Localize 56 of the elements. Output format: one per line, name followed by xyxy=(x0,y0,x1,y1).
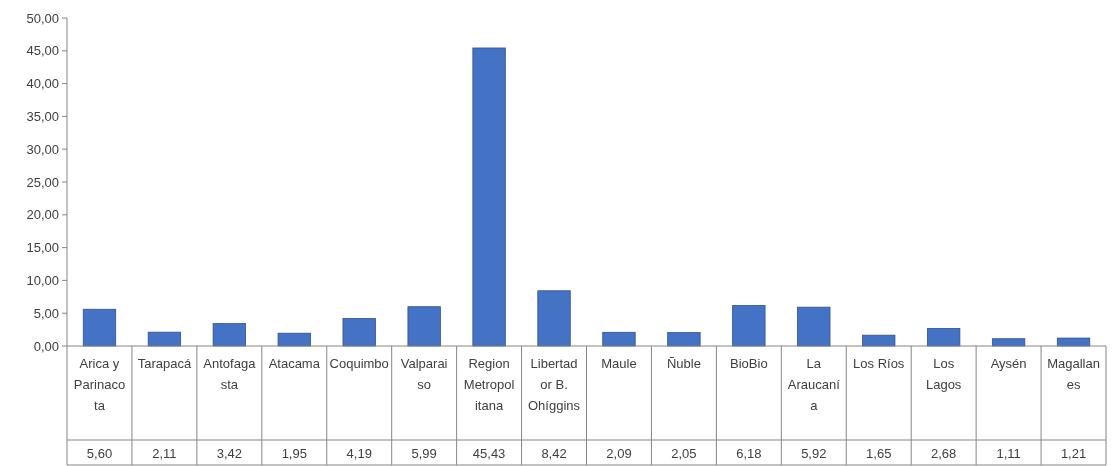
x-tick-label: La Araucanía xyxy=(787,356,841,413)
y-tick-label: 40,00 xyxy=(26,76,59,92)
bar xyxy=(667,332,701,347)
x-tick-label: Tarapacá xyxy=(137,356,192,371)
bar xyxy=(927,328,961,347)
x-tick-label: Coquimbo xyxy=(329,356,389,371)
x-tick-label: Valparaiso xyxy=(400,356,448,392)
bar xyxy=(277,332,311,347)
data-label: 5,99 xyxy=(411,445,437,461)
y-tick-label: 25,00 xyxy=(26,174,59,190)
data-label: 5,92 xyxy=(801,445,827,461)
data-label: 6,18 xyxy=(736,445,762,461)
bar xyxy=(797,306,831,347)
x-tick-label: Libertador B. Ohíggins xyxy=(528,356,581,413)
data-label: 2,68 xyxy=(931,445,957,461)
x-tick-label: Antofagasta xyxy=(203,356,257,392)
x-tick-label: Los Ríos xyxy=(853,356,905,371)
bar xyxy=(1056,337,1091,347)
bar xyxy=(537,290,571,347)
x-tick-label: Arica y Parinacota xyxy=(73,356,126,413)
bar xyxy=(732,305,766,347)
x-tick-label: Region Metropolitana xyxy=(463,356,515,413)
bar xyxy=(82,308,117,347)
y-tick-label: 30,00 xyxy=(26,141,59,157)
data-label: 1,21 xyxy=(1060,445,1087,461)
x-tick-label: Magallanes xyxy=(1047,356,1100,392)
data-label: 1,11 xyxy=(996,445,1021,461)
x-tick-label: Aysén xyxy=(990,356,1027,371)
y-tick-label: 0,00 xyxy=(33,338,59,354)
y-tick-label: 35,00 xyxy=(26,108,59,124)
bar xyxy=(342,318,376,347)
y-tick-label: 15,00 xyxy=(26,240,59,256)
y-tick-label: 20,00 xyxy=(26,207,59,223)
data-label: 8,42 xyxy=(541,445,567,461)
data-label: 5,60 xyxy=(86,445,113,461)
x-tick-label: Ñuble xyxy=(666,356,701,371)
data-label: 2,05 xyxy=(671,445,697,461)
bar xyxy=(602,331,636,347)
bar xyxy=(407,306,441,347)
x-tick-label: Atacama xyxy=(268,356,321,371)
data-label: 2,09 xyxy=(606,445,632,461)
y-tick-label: 10,00 xyxy=(26,272,59,288)
x-tick-label: Los Lagos xyxy=(925,356,962,392)
x-tick-label: Maule xyxy=(601,356,637,371)
x-tick-label: BioBio xyxy=(730,356,768,371)
data-label: 2,11 xyxy=(152,445,177,461)
data-label: 4,19 xyxy=(346,445,372,461)
y-tick-label: 50,00 xyxy=(26,10,59,26)
bar xyxy=(212,323,246,347)
y-tick-label: 5,00 xyxy=(33,305,59,321)
y-tick-label: 45,00 xyxy=(26,43,59,59)
data-label: 45,43 xyxy=(472,445,506,461)
data-label: 1,65 xyxy=(866,445,892,461)
data-label: 3,42 xyxy=(216,445,242,461)
data-label: 1,95 xyxy=(281,445,307,461)
bar xyxy=(472,47,506,347)
